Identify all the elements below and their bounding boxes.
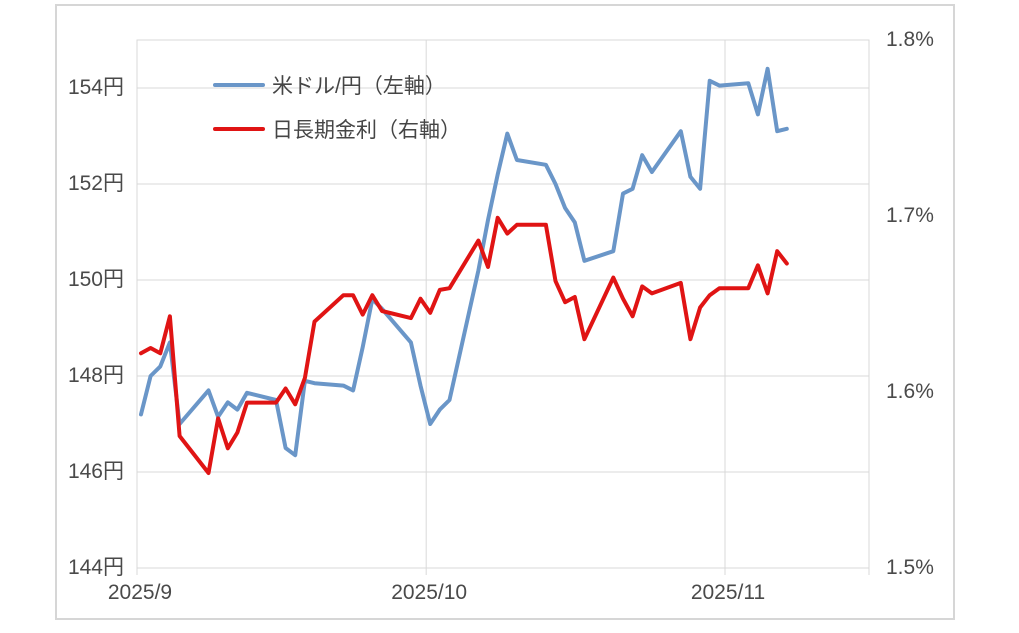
plot-border bbox=[136, 39, 870, 569]
chart-frame bbox=[55, 4, 955, 620]
right-axis-tick-label: 1.6% bbox=[886, 380, 934, 403]
jgb-yield-line bbox=[139, 215, 789, 475]
legend-item-jgb-yield: 日長期金利（右軸） bbox=[213, 107, 461, 151]
x-axis-tick-label: 2025/10 bbox=[391, 581, 468, 604]
jgb-yield-line-swatch bbox=[213, 127, 265, 131]
left-axis-tick-label: 144円 bbox=[67, 556, 124, 579]
usdjpy-legend-label: 米ドル/円（左軸） bbox=[272, 75, 446, 98]
jgb-yield-legend-label: 日長期金利（右軸） bbox=[272, 119, 461, 142]
x-axis-tick-label: 2025/9 bbox=[107, 581, 173, 604]
legend-item-usdjpy: 米ドル/円（左軸） bbox=[213, 63, 461, 107]
right-axis-tick-label: 1.5% bbox=[886, 556, 934, 579]
usdjpy-line bbox=[139, 66, 789, 458]
right-axis-tick-label: 1.7% bbox=[886, 204, 934, 227]
left-axis-tick-label: 146円 bbox=[67, 460, 124, 483]
legend: 米ドル/円（左軸） 日長期金利（右軸） bbox=[213, 63, 461, 151]
left-axis-tick-label: 150円 bbox=[67, 268, 124, 291]
left-axis-tick-label: 152円 bbox=[67, 172, 124, 195]
left-axis-tick-label: 148円 bbox=[67, 364, 124, 387]
x-axis-tick-label: 2025/11 bbox=[690, 581, 766, 604]
right-axis-tick-label: 1.8% bbox=[886, 28, 934, 51]
usdjpy-line-swatch bbox=[213, 83, 265, 87]
left-axis-tick-label: 154円 bbox=[67, 76, 124, 99]
